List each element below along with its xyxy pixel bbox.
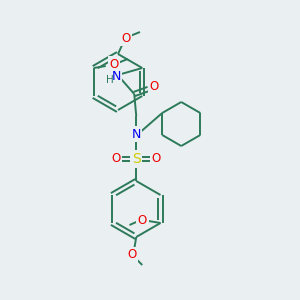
Text: O: O: [150, 80, 159, 92]
Text: O: O: [109, 58, 119, 70]
Text: O: O: [128, 248, 137, 262]
Text: N: N: [112, 70, 121, 83]
Text: O: O: [152, 152, 161, 166]
Text: O: O: [112, 152, 121, 166]
Text: S: S: [132, 152, 141, 166]
Text: N: N: [132, 128, 141, 140]
Text: O: O: [122, 32, 130, 44]
Text: O: O: [138, 214, 147, 226]
Text: H: H: [106, 75, 114, 85]
